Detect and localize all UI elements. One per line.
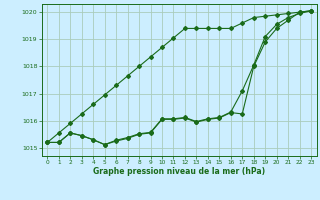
X-axis label: Graphe pression niveau de la mer (hPa): Graphe pression niveau de la mer (hPa) bbox=[93, 167, 265, 176]
